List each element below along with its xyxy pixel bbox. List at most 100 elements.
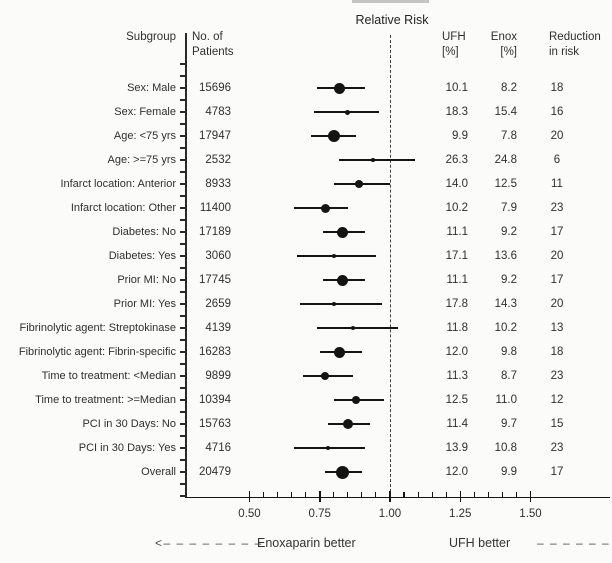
category-axis-tick — [180, 195, 185, 197]
forest-row: Age: <75 yrs 17947 9.9 7.8 20 — [0, 124, 612, 148]
patients-count: 2659 — [205, 298, 231, 310]
risk-reduction-value: 23 — [550, 370, 564, 382]
x-minor-tick — [333, 492, 335, 497]
category-axis-tick — [180, 267, 185, 269]
point-estimate-marker — [352, 396, 361, 404]
subgroup-label: Overall — [141, 466, 176, 478]
point-estimate-marker — [371, 158, 375, 162]
ufh-percent-value: 10.1 — [445, 82, 468, 94]
x-major-tick — [319, 490, 321, 502]
x-minor-tick — [501, 492, 503, 497]
patients-count: 9899 — [205, 370, 231, 382]
enoxaparin-better-label: Enoxaparin better — [257, 536, 356, 550]
enox-percent-value: 9.2 — [501, 274, 517, 286]
risk-reduction-value: 20 — [550, 298, 564, 310]
category-axis-tick — [180, 423, 185, 425]
subgroup-label: Sex: Male — [127, 82, 176, 94]
x-major-tick — [529, 490, 532, 502]
point-estimate-marker — [345, 109, 351, 115]
subgroup-label: PCI in 30 Days: Yes — [78, 442, 176, 454]
ufh-percent-value: 14.0 — [445, 178, 468, 190]
subgroup-label: Sex: Female — [114, 106, 176, 118]
forest-row: Fibrinolytic agent: Streptokinase 4139 11.… — [0, 316, 612, 340]
enox-percent-value: 12.5 — [494, 178, 517, 190]
point-estimate-marker — [351, 326, 356, 330]
column-header-ufh: UFH [%] — [442, 31, 466, 58]
x-minor-tick — [417, 492, 419, 497]
forest-row: Infarct location: Anterior 8933 14.0 12.5 11 — [0, 172, 612, 196]
point-estimate-marker — [331, 302, 336, 306]
subgroup-label: Diabetes: Yes — [108, 250, 176, 262]
forest-row: Diabetes: No 17189 11.1 9.2 17 — [0, 220, 612, 244]
category-axis-tick — [180, 219, 185, 221]
enox-percent-value: 9.8 — [501, 346, 517, 358]
subgroup-label: Fibrinolytic agent: Fibrin-specific — [18, 346, 176, 358]
category-axis-tick — [180, 327, 185, 329]
confidence-interval-line — [339, 159, 416, 161]
category-axis-tick — [180, 159, 185, 161]
forest-row: Overall 20479 12.0 9.9 17 — [0, 460, 612, 484]
category-axis-tick — [180, 447, 185, 449]
forest-row: Prior MI: Yes 2659 17.8 14.3 20 — [0, 292, 612, 316]
risk-reduction-value: 16 — [550, 106, 564, 118]
risk-reduction-value: 18 — [550, 82, 564, 94]
risk-reduction-value: 11 — [551, 178, 563, 190]
x-minor-tick — [347, 492, 349, 497]
chart-title: Relative Risk — [355, 13, 429, 27]
x-tick-label: 0.50 — [238, 508, 261, 520]
point-estimate-marker — [336, 226, 348, 238]
subgroup-label: Time to treatment: >=Median — [35, 394, 176, 406]
x-minor-tick — [515, 492, 517, 497]
x-tick-label: 1.50 — [519, 508, 542, 520]
ufh-percent-value: 11.1 — [446, 274, 468, 286]
patients-count: 11400 — [199, 202, 231, 214]
subgroup-label: Prior MI: No — [117, 274, 176, 286]
subgroup-label: Diabetes: No — [112, 226, 176, 238]
point-estimate-marker — [325, 445, 331, 451]
enox-percent-value: 9.9 — [501, 466, 517, 478]
ufh-percent-value: 12.0 — [445, 346, 468, 358]
reference-line-rr-1 — [390, 35, 391, 497]
risk-reduction-value: 6 — [553, 154, 561, 166]
point-estimate-marker — [331, 254, 336, 258]
risk-reduction-value: 23 — [550, 442, 564, 454]
patients-count: 15696 — [199, 82, 231, 94]
subgroup-label: Time to treatment: <Median — [41, 370, 176, 382]
x-minor-tick — [445, 492, 447, 497]
category-axis-tick — [180, 411, 185, 413]
ufh-better-label: UFH better — [449, 536, 511, 550]
patients-count: 3060 — [205, 250, 231, 262]
patients-count: 4716 — [205, 442, 231, 454]
confidence-interval-line — [297, 255, 376, 257]
x-axis-line — [185, 496, 610, 499]
risk-reduction-value: 20 — [550, 250, 564, 262]
x-major-tick — [459, 490, 462, 502]
category-axis-tick — [180, 435, 185, 437]
patients-count: 17947 — [199, 130, 231, 142]
column-header-patients: No. of Patients — [192, 31, 234, 58]
category-axis-tick — [180, 351, 185, 353]
patients-count: 16283 — [199, 346, 231, 358]
x-minor-tick — [291, 492, 293, 497]
forest-row: Sex: Female 4783 18.3 15.4 16 — [0, 100, 612, 124]
column-header-reduction: Reduction in risk — [549, 31, 601, 58]
x-minor-tick — [361, 492, 363, 497]
x-minor-tick — [403, 492, 405, 497]
category-axis-tick — [180, 135, 185, 137]
enox-percent-value: 24.8 — [494, 154, 517, 166]
enox-percent-value: 10.8 — [494, 442, 517, 454]
left-dashed-arrow-icon: <– – – – – – – – — [155, 536, 263, 550]
patients-count: 17189 — [199, 226, 231, 238]
risk-reduction-value: 15 — [550, 418, 564, 430]
patients-count: 15763 — [199, 418, 231, 430]
ufh-percent-value: 13.9 — [445, 442, 468, 454]
point-estimate-marker — [321, 372, 330, 380]
patients-count: 10394 — [199, 394, 231, 406]
forest-row: Diabetes: Yes 3060 17.1 13.6 20 — [0, 244, 612, 268]
x-tick-label: 1.25 — [449, 508, 472, 520]
category-axis-tick — [180, 75, 185, 77]
category-axis-tick — [180, 483, 185, 485]
enox-percent-value: 7.8 — [501, 130, 517, 142]
ufh-percent-value: 18.3 — [445, 106, 468, 118]
forest-row: Time to treatment: >=Median 10394 12.5 11.0… — [0, 388, 612, 412]
